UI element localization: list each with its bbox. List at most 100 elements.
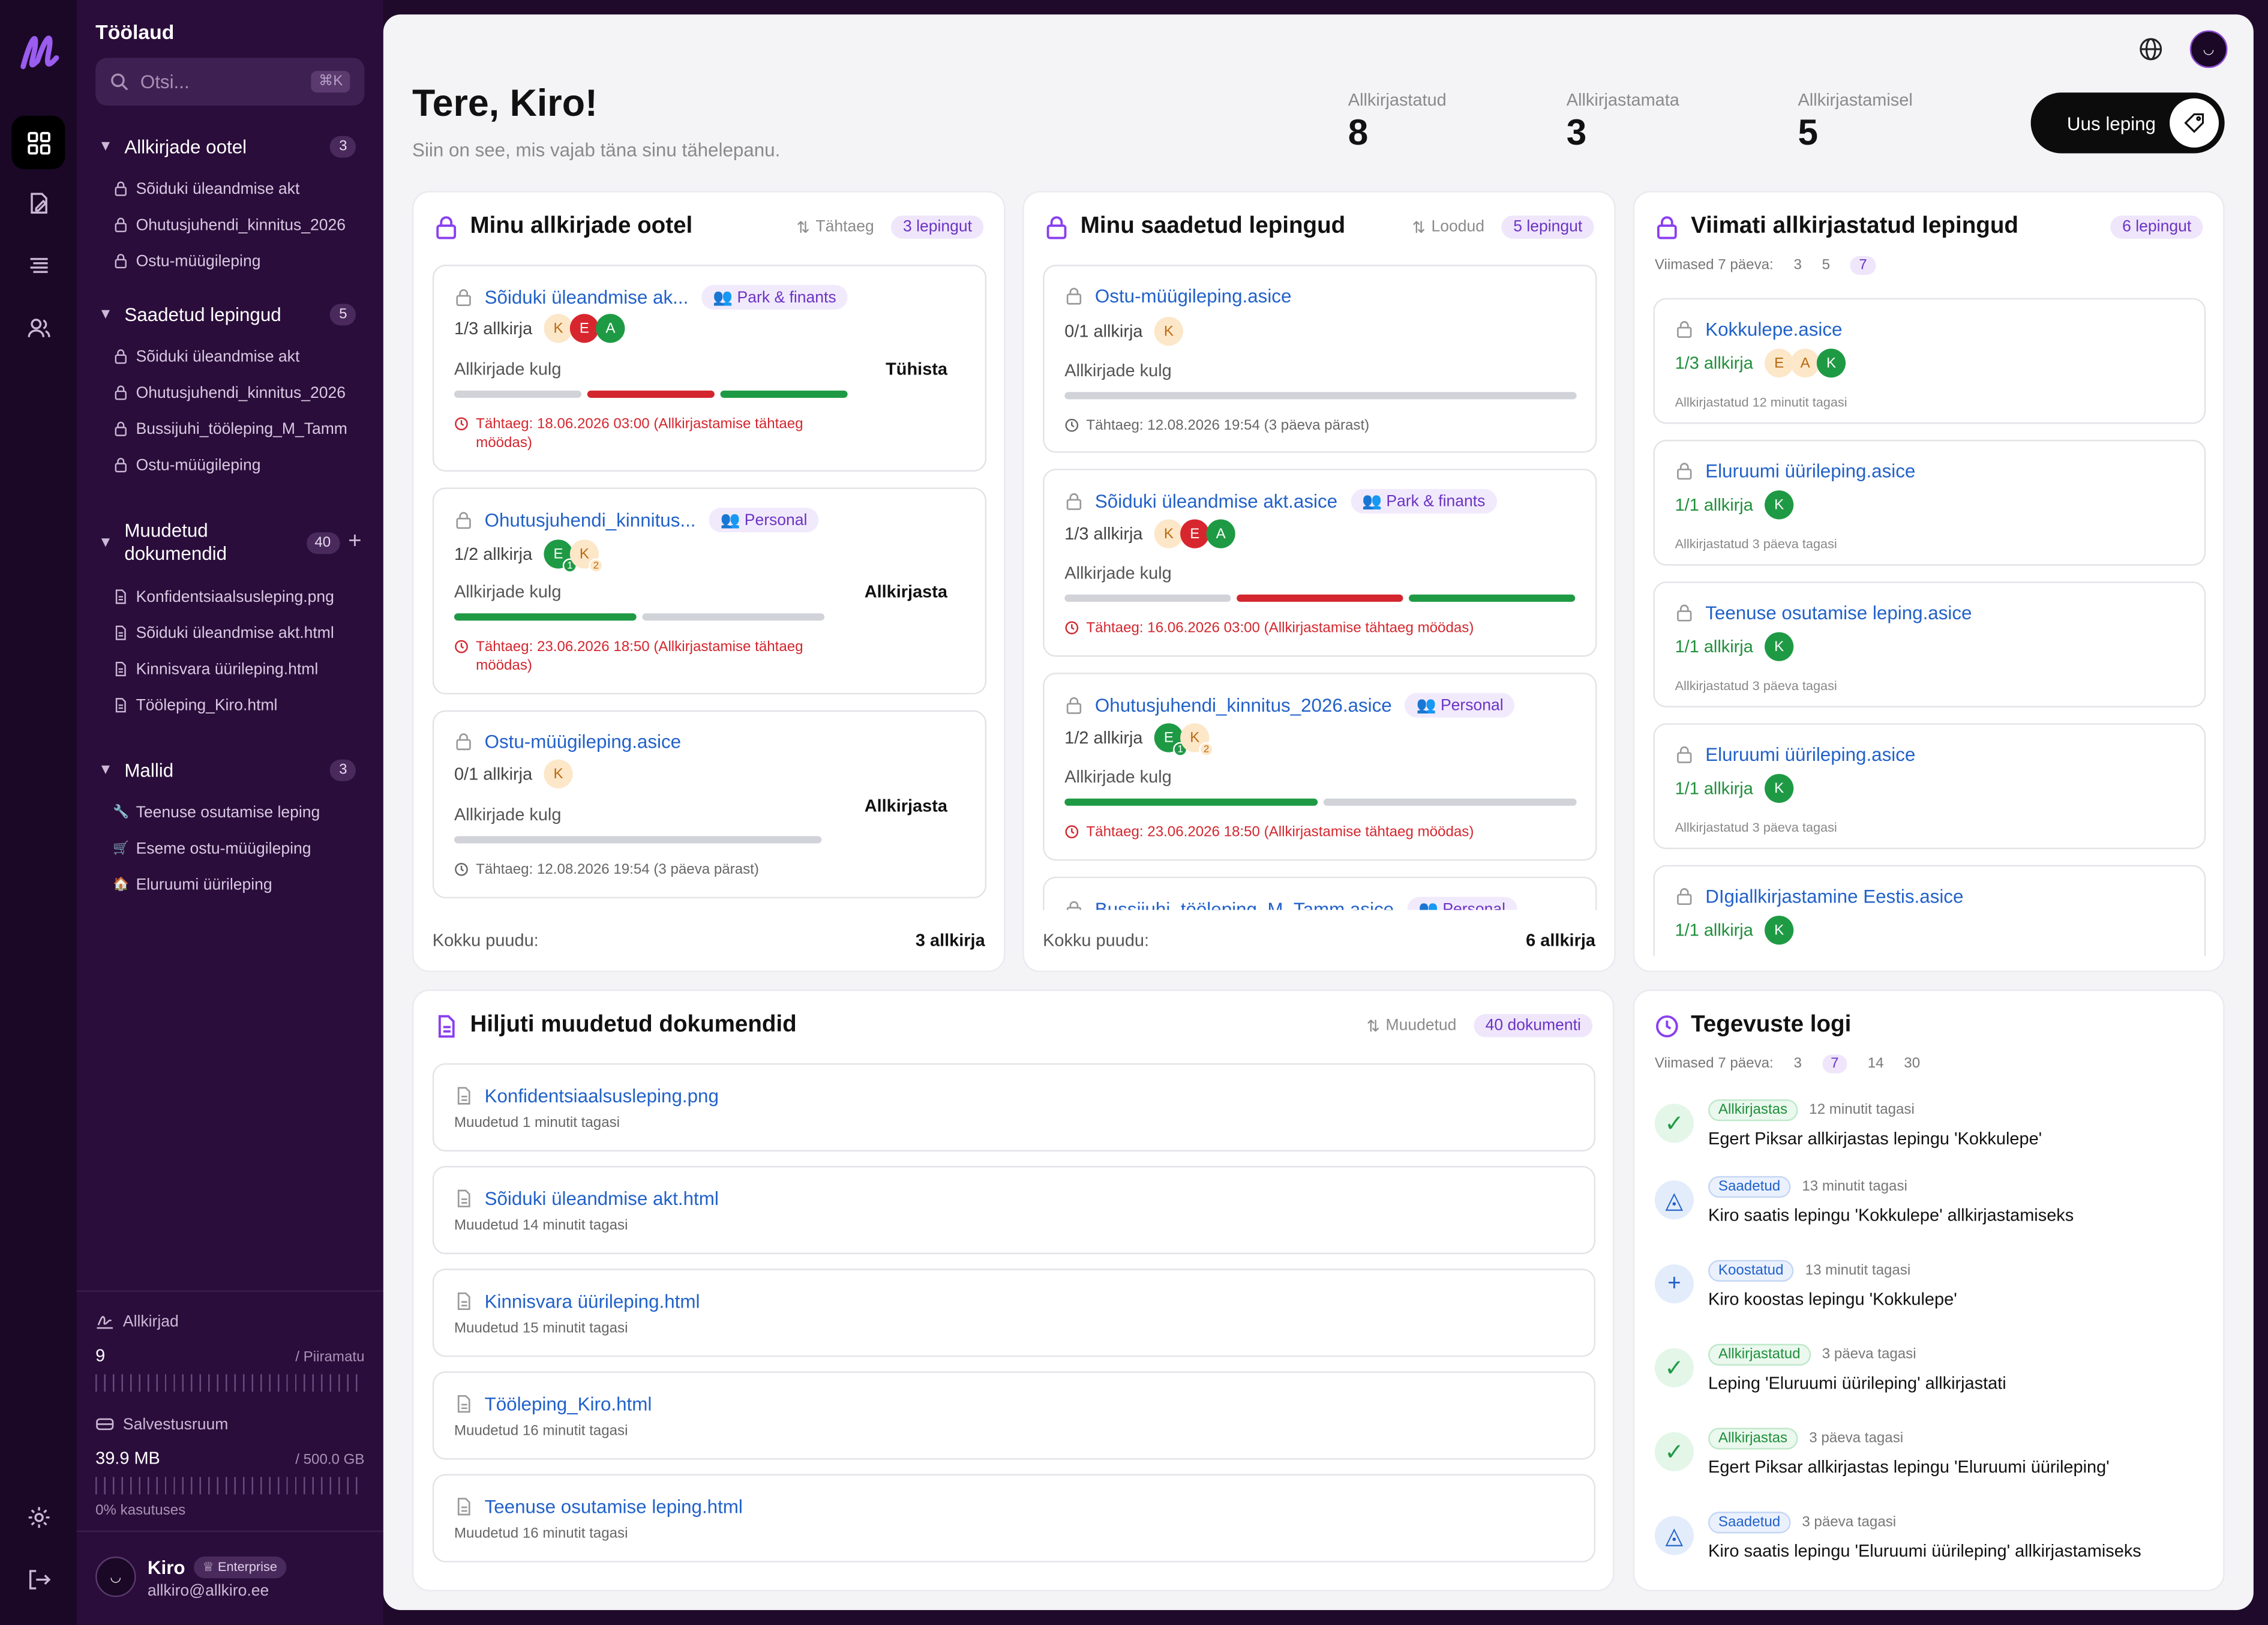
sidebar-item[interactable]: Konfidentsiaalsusleping.png: [95, 578, 364, 614]
period-option[interactable]: 30: [1904, 1056, 1921, 1072]
contract-name[interactable]: Eluruumi üürileping.asice: [1705, 743, 1916, 766]
contract-name[interactable]: Bussijuhi_tööleping_M_Tamm.asice: [1094, 898, 1394, 910]
signed-item[interactable]: DIgiallkirjastamine Eestis.asice 1/1 all…: [1653, 865, 2206, 957]
document-name[interactable]: Sõiduki üleandmise akt.html: [484, 1188, 719, 1210]
new-contract-button[interactable]: Uus leping: [2030, 92, 2225, 154]
contract-name[interactable]: Ohutusjuhendi_kinnitus_2026.asice: [1094, 694, 1392, 716]
lock-icon: [1066, 697, 1082, 714]
document-item[interactable]: Kinnisvara üürileping.html Muudetud 15 mi…: [432, 1269, 1596, 1357]
sidebar-item[interactable]: Kinnisvara üürileping.html: [95, 651, 364, 687]
activity-tag: Saadetud: [1708, 1512, 1791, 1534]
period-option[interactable]: 14: [1867, 1056, 1884, 1072]
sidebar-item[interactable]: Ohutusjuhendi_kinnitus_2026: [95, 374, 364, 410]
contract-item[interactable]: Ostu-müügileping.asice 0/1 allkirja K All…: [1043, 265, 1597, 453]
sort-button[interactable]: ⇅ Tähtaeg: [797, 218, 874, 236]
signed-time: Allkirjastatud 3 päeva tagasi: [1675, 536, 1837, 551]
section-header[interactable]: ▼ Saadetud lepingud 5: [95, 299, 364, 328]
signature-icon: [97, 1315, 113, 1329]
signer-avatar: E: [1765, 348, 1794, 378]
period-option[interactable]: 7: [1822, 1054, 1847, 1074]
period-option[interactable]: 3: [1793, 1056, 1802, 1072]
contract-item[interactable]: Sõiduki üleandmise akt.asice 👥 Park & fina…: [1043, 469, 1597, 657]
contract-name[interactable]: Ostu-müügileping.asice: [484, 730, 682, 752]
document-item[interactable]: Tööleping_Kiro.html Muudetud 16 minutit t…: [432, 1371, 1596, 1460]
count-badge: 5: [330, 303, 356, 325]
period-option[interactable]: 7: [1850, 256, 1876, 275]
document-name[interactable]: Konfidentsiaalsusleping.png: [484, 1085, 719, 1107]
contract-name[interactable]: Ostu-müügileping.asice: [1094, 284, 1292, 307]
search-input[interactable]: Otsi... ⌘K: [95, 58, 365, 106]
period-option[interactable]: 5: [1822, 257, 1831, 274]
contract-item[interactable]: Ohutusjuhendi_kinnitus... 👥 Personal 1/2 a…: [432, 487, 987, 695]
contract-name[interactable]: Sõiduki üleandmise akt.asice: [1094, 490, 1338, 512]
user-profile[interactable]: ◡ Kiro ♕ Enterprise allkiro@allkiro.ee: [76, 1530, 383, 1625]
add-document-button[interactable]: +: [348, 529, 362, 554]
section-header[interactable]: ▼ Allkirjade ootel 3: [95, 131, 364, 160]
contract-item[interactable]: Sõiduki üleandmise ak... 👥 Park & finants …: [432, 265, 987, 472]
nav-contacts[interactable]: [11, 301, 65, 354]
section-header[interactable]: ▼ Mallid 3: [95, 755, 364, 784]
contract-name[interactable]: Kokkulepe.asice: [1705, 318, 1843, 340]
signed-item[interactable]: Kokkulepe.asice 1/3 allkirja E A K Allkirja…: [1653, 298, 2206, 424]
activity-time: 3 päeva tagasi: [1802, 1515, 1897, 1531]
sort-button[interactable]: ⇅ Muudetud: [1367, 1017, 1457, 1035]
document-item[interactable]: Sõiduki üleandmise akt.html Muudetud 14 m…: [432, 1166, 1596, 1255]
signature-count: 1/3 allkirja: [1675, 353, 1753, 373]
sidebar-item[interactable]: Sõiduki üleandmise akt: [95, 170, 364, 206]
progress-label: Allkirjade kulg: [454, 804, 562, 825]
nav-list[interactable]: [11, 239, 65, 292]
nav-dashboard[interactable]: [11, 115, 65, 170]
deadline: Tähtaeg: 16.06.2026 03:00 (Allkirjastami…: [1064, 619, 1474, 638]
globe-icon[interactable]: [2138, 36, 2164, 62]
signed-time: Allkirjastatud 3 päeva tagasi: [1675, 678, 1837, 693]
lock-icon: [456, 733, 471, 751]
contract-name[interactable]: Teenuse osutamise leping.asice: [1705, 601, 1972, 624]
sidebar-item[interactable]: Bussijuhi_tööleping_M_Tamm: [95, 411, 364, 447]
chevron-down-icon: ▼: [98, 138, 113, 154]
sent-list[interactable]: Ostu-müügileping.asice 0/1 allkirja K All…: [1024, 265, 1617, 910]
sidebar-item[interactable]: Ostu-müügileping: [95, 447, 364, 483]
contract-item[interactable]: Ostu-müügileping.asice 0/1 allkirja K All…: [432, 710, 987, 899]
section-header[interactable]: ▼ Muudetud dokumendid 40 +: [95, 518, 364, 567]
signed-item[interactable]: Eluruumi üürileping.asice 1/1 allkirja K …: [1653, 439, 2206, 566]
document-name[interactable]: Teenuse osutamise leping.html: [484, 1495, 743, 1518]
logout-icon: [28, 1569, 50, 1589]
period-option[interactable]: 3: [1793, 257, 1802, 274]
lock-icon: [1066, 493, 1082, 510]
document-name[interactable]: Tööleping_Kiro.html: [484, 1393, 652, 1415]
deadline-text: Tähtaeg: 12.08.2026 19:54 (3 päeva päras…: [1086, 418, 1370, 434]
sidebar-item[interactable]: Sõiduki üleandmise akt.html: [95, 615, 364, 651]
sign-button[interactable]: Allkirjasta: [864, 795, 948, 816]
signed-item[interactable]: Eluruumi üürileping.asice 1/1 allkirja K …: [1653, 723, 2206, 850]
stat-unsigned: Allkirjastamata 3: [1567, 89, 1679, 154]
sidebar-item[interactable]: 🏠 Eluruumi üürileping: [95, 867, 364, 903]
sidebar-item[interactable]: Ohutusjuhendi_kinnitus_2026: [95, 207, 364, 243]
sidebar-item[interactable]: Ostu-müügileping: [95, 243, 364, 279]
chevron-down-icon: ▼: [98, 761, 113, 778]
contract-item[interactable]: Bussijuhi_tööleping_M_Tamm.asice 👥 Persona…: [1043, 876, 1597, 910]
header-avatar[interactable]: ◡: [2189, 30, 2228, 68]
sidebar-item[interactable]: 🔧 Teenuse osutamise leping: [95, 794, 364, 830]
modified-time: Muudetud 16 minutit tagasi: [454, 1423, 628, 1440]
nav-documents[interactable]: [11, 176, 65, 230]
contract-name[interactable]: DIgiallkirjastamine Eestis.asice: [1705, 885, 1964, 907]
sidebar-item[interactable]: Sõiduki üleandmise akt: [95, 338, 364, 374]
document-name[interactable]: Kinnisvara üürileping.html: [484, 1290, 700, 1312]
sort-button[interactable]: ⇅ Loodud: [1412, 218, 1484, 236]
sign-button[interactable]: Allkirjasta: [864, 581, 948, 602]
signed-item[interactable]: Teenuse osutamise leping.asice 1/1 allki…: [1653, 581, 2206, 707]
contract-name[interactable]: Sõiduki üleandmise ak...: [484, 286, 689, 308]
document-item[interactable]: Konfidentsiaalsusleping.png Muudetud 1 mi…: [432, 1063, 1596, 1152]
sidebar-item[interactable]: 🛒 Eseme ostu-müügileping: [95, 831, 364, 867]
nav-settings[interactable]: [11, 1490, 65, 1543]
allkiro-logo-icon[interactable]: [17, 29, 61, 75]
contract-name[interactable]: Eluruumi üürileping.asice: [1705, 460, 1916, 482]
nav-logout[interactable]: [11, 1552, 65, 1606]
recent-list[interactable]: Kokkulepe.asice 1/3 allkirja E A K Allkirja…: [1634, 298, 2226, 957]
document-item[interactable]: Teenuse osutamise leping.html Muudetud 16…: [432, 1474, 1596, 1563]
contract-name[interactable]: Ohutusjuhendi_kinnitus...: [484, 509, 696, 531]
contract-item[interactable]: Ohutusjuhendi_kinnitus_2026.asice 👥 Person…: [1043, 672, 1597, 861]
cancel-button[interactable]: Tühista: [886, 358, 948, 379]
stat-value: 3: [1566, 113, 1587, 154]
sidebar-item[interactable]: Tööleping_Kiro.html: [95, 687, 364, 723]
